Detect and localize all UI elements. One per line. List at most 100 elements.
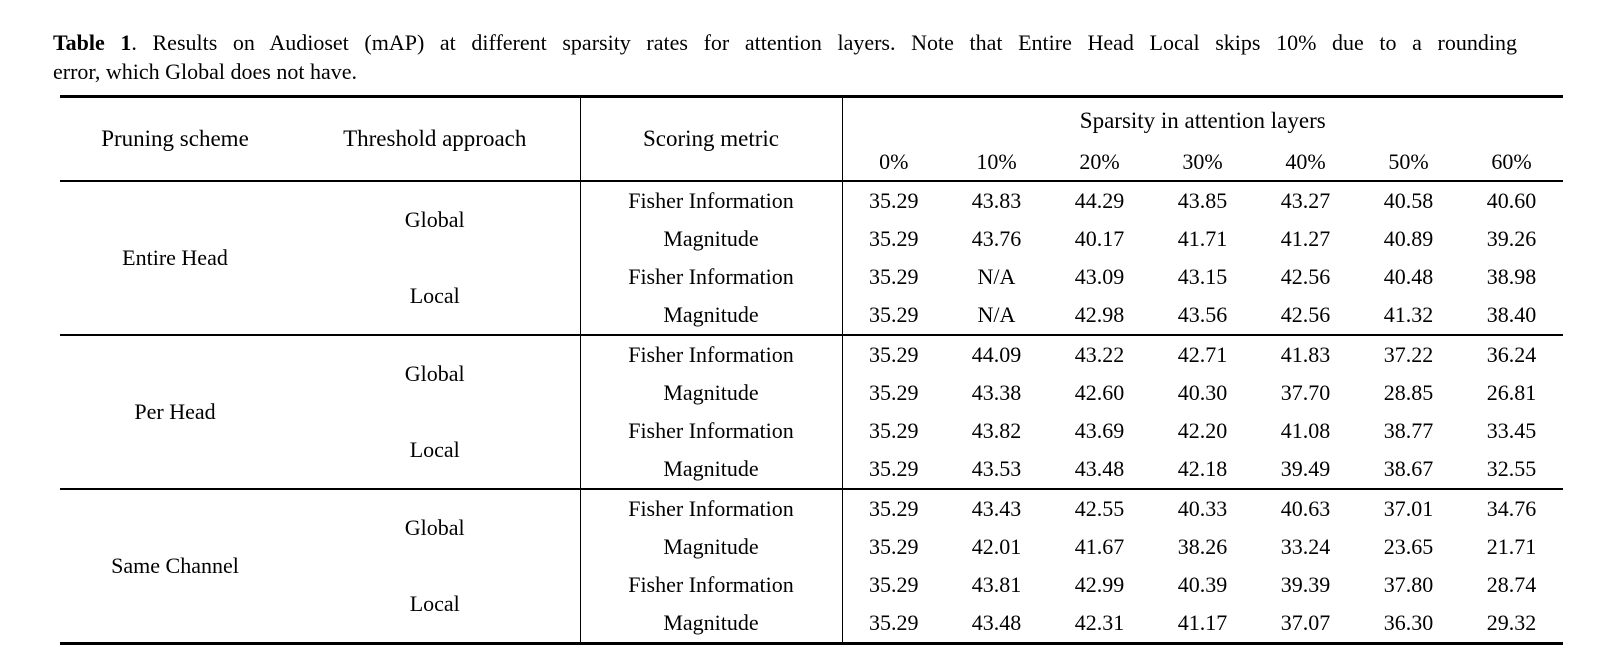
value-cell: 35.29 [869,380,919,405]
value-cell: 38.67 [1383,456,1434,481]
metric-cell: Fisher Information [579,412,843,450]
value-cell: 38.40 [1486,302,1537,327]
value-cell: 40.33 [1151,488,1254,528]
value-cell: 39.49 [1280,456,1331,481]
value-cell: 42.18 [1177,456,1228,481]
value-cell: 40.58 [1383,188,1434,213]
value-cell: 42.55 [1048,488,1151,528]
value-cell: 43.48 [971,610,1022,635]
value-cell: 44.29 [1074,188,1125,213]
metric-cell: Fisher Information [579,334,843,374]
value-cell: 23.65 [1383,534,1434,559]
value-cell: 33.24 [1280,534,1331,559]
value-cell: 43.76 [971,226,1022,251]
value-cell: 43.85 [1177,188,1228,213]
value-cell: 37.22 [1357,334,1460,374]
value-cell: 41.17 [1177,610,1228,635]
value-cell: 42.01 [971,534,1022,559]
value-cell: 43.48 [1074,456,1125,481]
value-cell: 29.32 [1486,610,1537,635]
metric-cell: Fisher Information [579,258,843,296]
value-cell: 37.01 [1357,488,1460,528]
table-row: Local Fisher Information 35.29 43.82 43.… [60,412,1563,462]
table-row: Magnitude 35.29 42.01 41.67 38.26 33.24 … [60,528,1563,566]
metric-cell: Magnitude [579,450,843,489]
approach-cell: Global [290,488,580,566]
value-cell: 42.56 [1280,302,1331,327]
value-cell: 43.15 [1177,264,1228,289]
table-caption: Table 1. Results on Audioset (mAP) at di… [53,28,1517,86]
value-cell: 42.31 [1074,610,1125,635]
value-cell: 42.56 [1280,264,1331,289]
metric-cell: Magnitude [579,296,843,335]
table-row: Same Channel Global Fisher Information 3… [60,488,1564,644]
value-cell: 35.29 [869,226,919,251]
table-row: Magnitude 35.29 43.48 42.31 41.17 37.07 … [60,604,1563,644]
value-cell: 44.09 [945,334,1048,374]
value-cell: 41.32 [1383,302,1434,327]
approach-cell: Global [404,207,465,232]
sparsity-level-header: 10% [976,149,1017,174]
value-cell: 33.45 [1486,418,1537,443]
value-cell: N/A [977,264,1016,289]
table-row: Magnitude 35.29 N/A 42.98 43.56 42.56 41… [60,296,1563,335]
table-caption-line1: Table 1. Results on Audioset (mAP) at di… [53,28,1517,57]
value-cell: 42.60 [1074,380,1125,405]
value-cell: 40.30 [1177,380,1228,405]
value-cell: 38.26 [1177,534,1228,559]
sparsity-level-header: 40% [1285,149,1326,174]
sparsity-level-header: 20% [1079,149,1120,174]
value-cell: 40.39 [1177,572,1228,597]
value-cell: 43.83 [971,188,1022,213]
scheme-cell: Per Head [60,334,290,489]
sparsity-level-header: 30% [1182,149,1223,174]
table-row: Magnitude 35.29 43.38 42.60 40.30 37.70 … [60,374,1563,412]
value-cell: 41.08 [1280,418,1331,443]
value-cell: 35.29 [869,302,919,327]
value-cell: 43.43 [945,488,1048,528]
value-cell: 41.83 [1254,334,1357,374]
value-cell: 40.17 [1074,226,1125,251]
value-cell: 42.98 [1074,302,1125,327]
value-cell: 37.07 [1280,610,1331,635]
value-cell: 36.30 [1383,610,1434,635]
scoring-metric-header: Scoring metric [579,96,843,181]
metric-cell: Magnitude [579,220,843,258]
value-cell: N/A [977,302,1016,327]
value-cell: 41.71 [1177,226,1228,251]
table-row: Local Fisher Information 35.29 N/A 43.09… [60,258,1563,308]
value-cell: 40.63 [1254,488,1357,528]
value-cell: 43.81 [971,572,1022,597]
metric-cell: Magnitude [579,528,843,566]
value-cell: 43.69 [1074,418,1125,443]
table-caption-line2: error, which Global does not have. [53,59,357,84]
metric-cell: Fisher Information [579,488,843,528]
metric-cell: Magnitude [579,604,843,644]
value-cell: 41.67 [1074,534,1125,559]
value-cell: 35.29 [869,188,919,213]
table-row: Magnitude 35.29 43.76 40.17 41.71 41.27 … [60,220,1563,258]
value-cell: 35.29 [869,572,919,597]
table-row: Magnitude 35.29 43.53 43.48 42.18 39.49 … [60,450,1563,489]
scheme-cell: Entire Head [122,245,228,270]
value-cell: 43.38 [971,380,1022,405]
pruning-scheme-header: Pruning scheme [101,126,249,151]
value-cell: 35.29 [869,610,919,635]
value-cell: 43.27 [1280,188,1331,213]
metric-cell: Magnitude [579,374,843,412]
value-cell: 38.98 [1486,264,1537,289]
sparsity-group-header: Sparsity in attention layers [1079,108,1326,133]
value-cell: 39.26 [1486,226,1537,251]
table-caption-label: Table 1 [53,30,132,55]
approach-cell: Local [409,437,460,462]
sparsity-level-header: 0% [879,149,909,174]
value-cell: 26.81 [1486,380,1537,405]
value-cell: 37.70 [1280,380,1331,405]
value-cell: 34.76 [1460,488,1564,528]
value-cell: 43.09 [1074,264,1125,289]
value-cell: 42.99 [1074,572,1125,597]
value-cell: 43.82 [971,418,1022,443]
value-cell: 40.89 [1383,226,1434,251]
table-caption-text: . Results on Audioset (mAP) at different… [131,30,1517,55]
value-cell: 39.39 [1280,572,1331,597]
